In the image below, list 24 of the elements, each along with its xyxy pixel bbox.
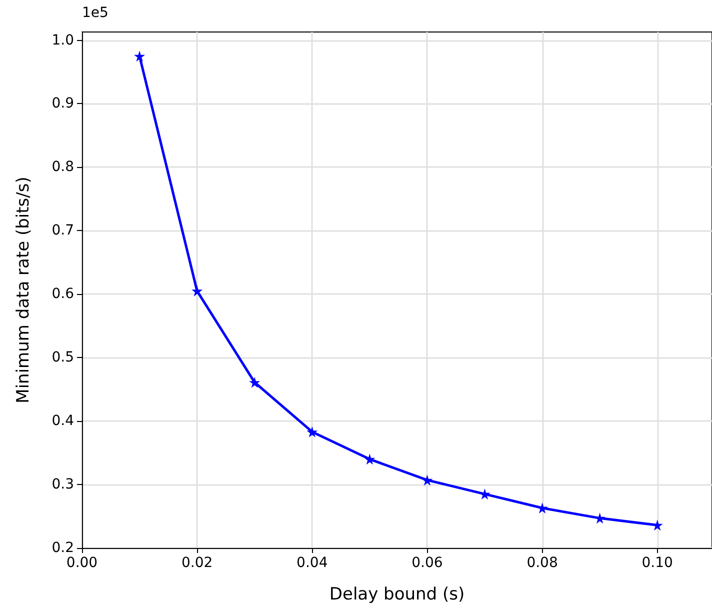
y-tick-label: 0.5 — [52, 350, 74, 366]
y-tick-label: 1.0 — [52, 32, 74, 48]
y-tick-label: 0.2 — [52, 540, 74, 556]
y-tick-label: 0.9 — [52, 96, 74, 112]
y-tick-label: 0.3 — [52, 476, 74, 493]
x-tick-label: 0.08 — [526, 555, 558, 571]
x-tick-label: 0.06 — [412, 555, 443, 571]
x-tick-label: 0.00 — [66, 555, 98, 571]
x-tick-label: 0.02 — [181, 555, 213, 571]
point — [192, 285, 203, 296]
x-axis-title: Delay bound (s) — [329, 584, 465, 604]
y-tick-label: 0.4 — [52, 413, 74, 430]
point — [249, 376, 260, 388]
y-tick-label: 0.8 — [52, 159, 74, 176]
text: 1e5 — [82, 5, 108, 21]
point — [422, 474, 433, 486]
x-tick-label: 0.10 — [642, 555, 673, 571]
x-tick-label: 0.04 — [296, 555, 328, 571]
point — [364, 454, 376, 465]
y-tick-label: 0.6 — [52, 286, 74, 302]
point — [134, 50, 146, 62]
y-tick-label: 0.7 — [52, 222, 74, 239]
point — [306, 426, 318, 438]
y-axis-title: Minimum data rate (bits/s) — [14, 176, 34, 404]
